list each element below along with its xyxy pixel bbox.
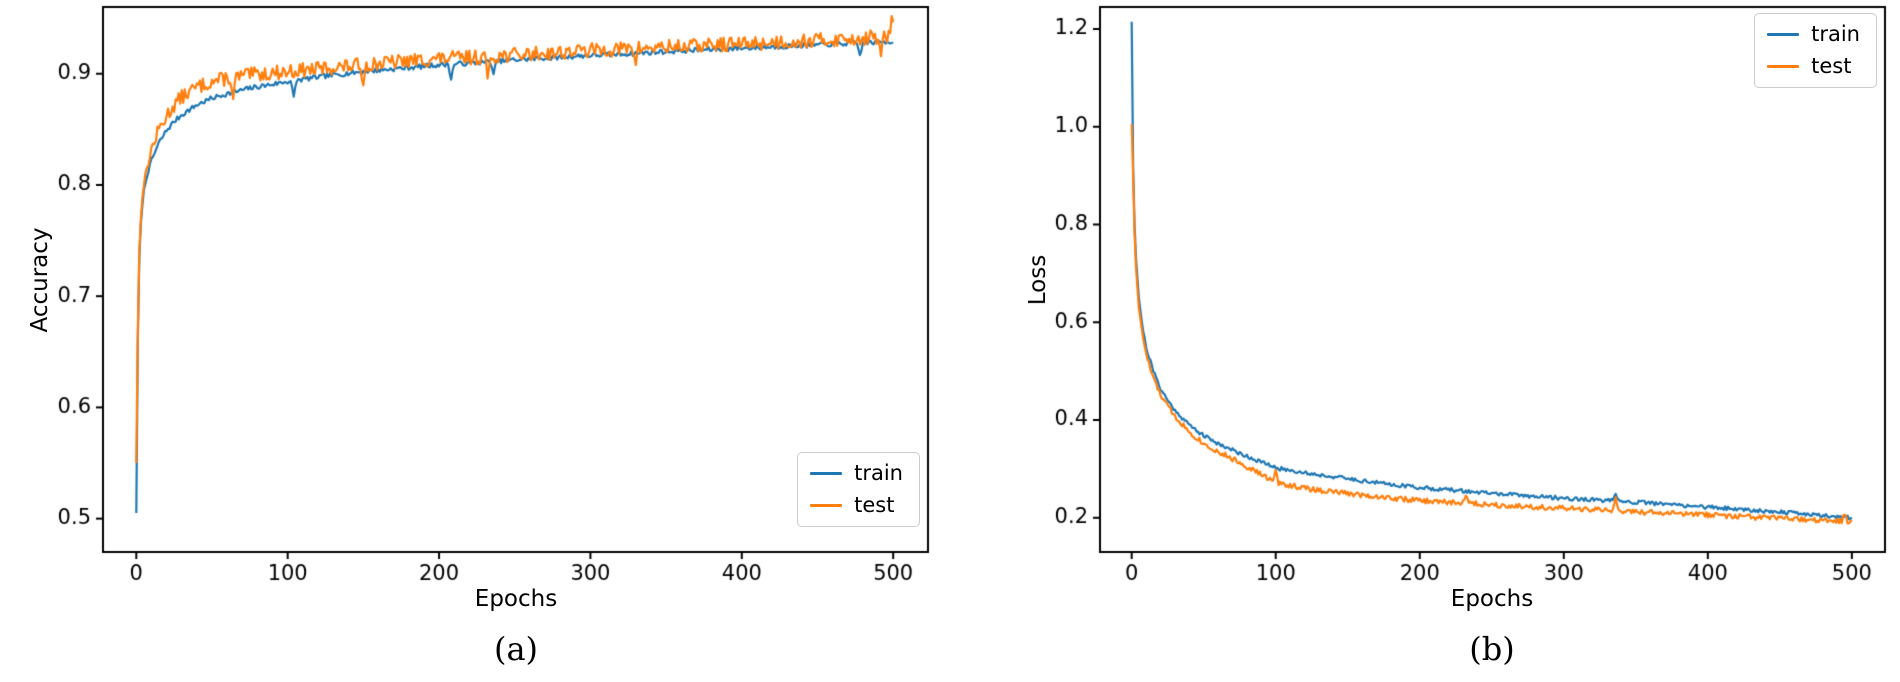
loss-legend: train test xyxy=(1754,13,1877,88)
accuracy-subplot: Accuracy Epochs train test (a) xyxy=(0,0,950,668)
legend-entry-train: train xyxy=(810,463,903,484)
loss-x-axis-label: Epochs xyxy=(1450,586,1534,612)
legend-label-train: train xyxy=(854,461,903,485)
legend-entry-test: test xyxy=(1767,56,1860,77)
loss-plot-canvas xyxy=(950,0,1900,600)
legend-entry-test: test xyxy=(810,495,903,516)
caption-b: (b) xyxy=(1469,630,1515,668)
legend-entry-train: train xyxy=(1767,24,1860,45)
accuracy-x-axis-label: Epochs xyxy=(474,586,558,612)
train-line-swatch xyxy=(810,472,843,475)
loss-y-axis-label: Loss xyxy=(1025,254,1051,306)
accuracy-y-axis-label: Accuracy xyxy=(27,227,53,333)
legend-label-test: test xyxy=(1811,54,1852,78)
caption-a: (a) xyxy=(493,630,539,668)
test-line-swatch xyxy=(1767,65,1800,68)
legend-label-train: train xyxy=(1811,22,1860,46)
accuracy-legend: train test xyxy=(797,452,920,527)
accuracy-plot-canvas xyxy=(0,0,950,600)
loss-subplot: Loss Epochs train test (b) xyxy=(950,0,1900,682)
legend-label-test: test xyxy=(854,493,895,517)
test-line-swatch xyxy=(810,504,843,507)
train-line-swatch xyxy=(1767,33,1800,36)
